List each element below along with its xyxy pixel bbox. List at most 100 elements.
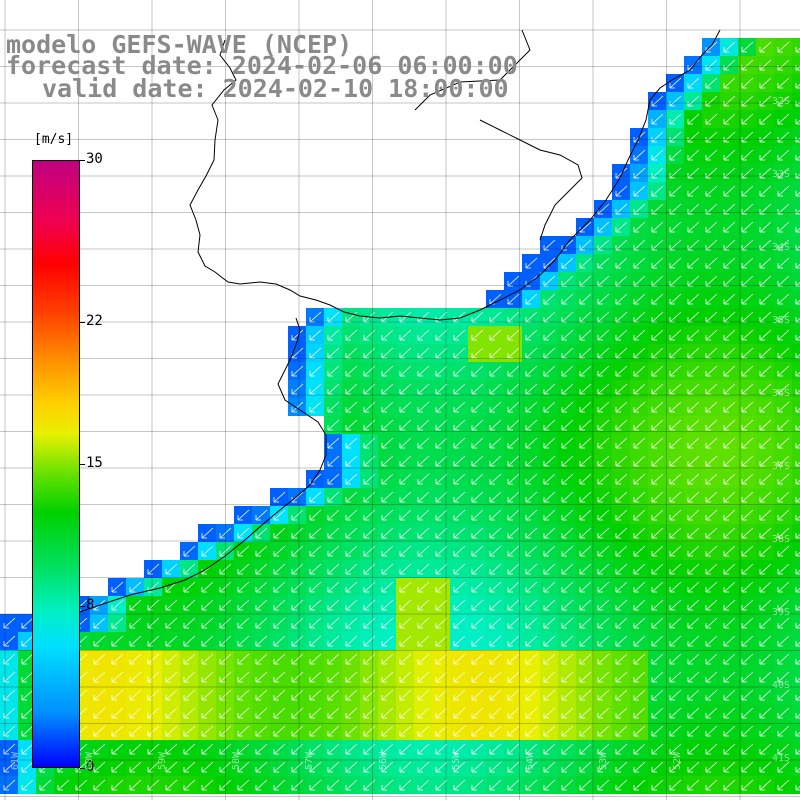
wind-arrow	[615, 185, 628, 197]
wind-arrow	[345, 671, 358, 683]
wind-arrow	[597, 437, 610, 449]
wind-arrow	[669, 311, 682, 323]
wind-arrow	[417, 635, 430, 647]
border-line	[189, 39, 237, 273]
wind-arrow	[759, 491, 772, 503]
wind-arrow	[507, 329, 520, 341]
wind-arrow	[597, 401, 610, 413]
wind-arrow	[111, 635, 124, 647]
wind-arrow	[435, 743, 448, 755]
wind-arrow	[723, 707, 736, 719]
wind-arrow	[741, 419, 754, 431]
wind-arrow	[543, 509, 556, 521]
wind-arrow	[327, 617, 340, 629]
wind-arrow	[795, 155, 800, 161]
wind-arrow	[291, 743, 304, 755]
wind-arrow	[723, 239, 736, 251]
wind-arrow	[3, 707, 16, 719]
wind-arrow	[543, 761, 556, 773]
wind-arrow	[129, 761, 142, 773]
wind-arrow	[525, 383, 538, 395]
wind-arrow	[309, 491, 322, 503]
wind-arrow	[597, 617, 610, 629]
wind-arrow	[489, 437, 502, 449]
wind-arrow	[327, 401, 340, 413]
wind-arrow	[759, 167, 772, 179]
wind-arrow	[651, 455, 664, 467]
wind-arrow	[795, 569, 800, 575]
wind-arrow	[597, 725, 610, 737]
wind-arrow	[579, 509, 592, 521]
wind-arrow	[777, 95, 790, 107]
wind-arrow	[489, 545, 502, 557]
wind-arrow	[579, 293, 592, 305]
wind-arrow	[579, 617, 592, 629]
wind-arrow	[543, 419, 556, 431]
wind-arrow	[669, 779, 682, 791]
wind-arrow	[219, 725, 232, 737]
wind-arrow	[435, 671, 448, 683]
wind-arrow	[525, 401, 538, 413]
wind-arrow	[147, 563, 160, 575]
wind-arrow	[345, 617, 358, 629]
wind-arrow	[759, 401, 772, 413]
wind-arrow	[723, 365, 736, 377]
wind-arrow	[381, 437, 394, 449]
wind-arrow	[759, 761, 772, 773]
wind-arrow	[759, 743, 772, 755]
wind-arrow	[687, 167, 700, 179]
wind-arrow	[309, 617, 322, 629]
wind-arrow	[525, 707, 538, 719]
wind-arrow	[381, 545, 394, 557]
wind-arrow	[651, 239, 664, 251]
wind-arrow	[327, 581, 340, 593]
wind-arrow	[669, 689, 682, 701]
wind-arrow	[489, 473, 502, 485]
wind-arrow	[651, 779, 664, 791]
wind-arrow	[363, 653, 376, 665]
wind-arrow	[705, 725, 718, 737]
wind-arrow	[651, 257, 664, 269]
wind-arrow	[651, 527, 664, 539]
wind-arrow	[741, 311, 754, 323]
wind-arrow	[381, 401, 394, 413]
wind-arrow	[615, 293, 628, 305]
wind-arrow	[381, 383, 394, 395]
wind-arrow	[795, 731, 800, 737]
wind-arrow	[219, 707, 232, 719]
wind-arrow	[705, 671, 718, 683]
wind-arrow	[363, 707, 376, 719]
wind-arrow	[399, 527, 412, 539]
wind-arrow	[687, 437, 700, 449]
wind-arrow	[777, 419, 790, 431]
wind-arrow	[633, 401, 646, 413]
wind-arrow	[507, 347, 520, 359]
wind-arrow	[147, 689, 160, 701]
wind-arrow	[741, 59, 754, 71]
wind-arrow	[687, 707, 700, 719]
wind-arrow	[453, 311, 466, 323]
coastline-main	[79, 29, 721, 613]
wind-arrow	[399, 347, 412, 359]
wind-arrow	[219, 761, 232, 773]
wind-arrow	[723, 131, 736, 143]
wind-arrow	[633, 365, 646, 377]
wind-arrow	[561, 599, 574, 611]
wind-arrow	[381, 527, 394, 539]
wind-arrow	[165, 779, 178, 791]
wind-arrow	[777, 599, 790, 611]
wind-arrow	[399, 509, 412, 521]
wind-arrow	[363, 725, 376, 737]
wind-arrow	[183, 653, 196, 665]
wind-arrow	[21, 743, 34, 755]
wind-arrow	[723, 599, 736, 611]
wind-arrow	[111, 581, 124, 593]
wind-arrow	[633, 761, 646, 773]
wind-arrow	[291, 401, 304, 413]
wind-arrow	[705, 743, 718, 755]
latitude-label: 33S	[772, 169, 791, 180]
wind-arrow	[687, 779, 700, 791]
colorbar-tick-label: 8	[86, 596, 95, 613]
wind-arrow	[777, 257, 790, 269]
wind-arrow	[741, 725, 754, 737]
